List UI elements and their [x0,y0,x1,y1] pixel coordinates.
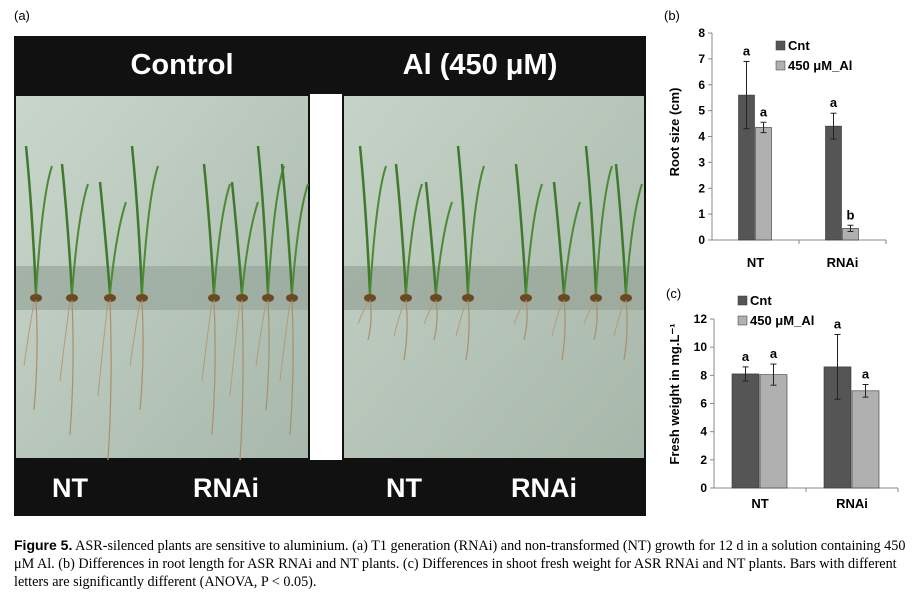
seedling [393,163,423,361]
y-tick-label: 12 [694,312,708,326]
root-size-chart: Root size (cm) 0 1 2 3 4 5 6 7 8 a a a b NT RNAi Cnt… [664,22,908,278]
divider-strip [310,94,342,460]
significance-letter: a [770,346,778,361]
bar [851,390,880,489]
seedling [23,145,53,411]
x-category-label: NT [751,496,768,511]
legend-entry: Cnt [750,293,772,308]
seedling [551,181,581,361]
footer-label-nt-right: NT [386,473,422,503]
legend-swatch [775,60,786,71]
x-category-label: RNAi [827,255,859,270]
caption-label: Figure 5. [14,537,73,553]
bars: a a a b [738,43,859,241]
footer-label-rnai-right: RNAi [511,473,577,503]
seedling [583,145,613,341]
seedling [613,163,643,361]
y-tick-label: 2 [700,453,707,467]
significance-letter: a [743,43,751,58]
legend-entry: Cnt [788,38,810,53]
y-tick-label: 3 [698,155,705,169]
y-tick-label: 2 [698,181,705,195]
seedling [59,163,89,436]
control-seedlings [23,145,309,461]
x-categories: NT RNAi [751,496,868,511]
seedling [455,145,485,361]
bar [755,127,772,241]
seedling-photo: Control Al (450 μM) NT RNAi NT RNAi [14,36,646,516]
bar [759,374,788,489]
y-tick-label: 4 [698,130,705,144]
x-category-label: NT [747,255,764,270]
legend: Cnt 450 μM_Al [737,293,814,328]
panel-a-tag: (a) [14,8,30,23]
caption-text: ASR-silenced plants are sensitive to alu… [14,538,906,590]
y-tick-label: 8 [700,368,707,382]
treatment-header: Al (450 μM) [403,49,558,81]
tape-band-left [16,266,308,310]
x-category-label: RNAi [836,496,868,511]
y-tick-label: 0 [700,481,707,495]
significance-letter: a [830,95,838,110]
significance-letter: a [742,349,750,364]
seedling [201,163,231,436]
significance-letter: a [834,316,842,331]
footer-label-rnai-left: RNAi [193,473,259,503]
seedling [97,181,127,461]
y-tick-label: 1 [698,207,705,221]
bars: a a a a [731,316,880,489]
y-tick-label: 8 [698,26,705,40]
seedling [279,163,309,436]
significance-letter: a [760,104,768,119]
seedling [357,145,387,341]
y-tick-label: 6 [700,397,707,411]
legend-entry: 450 μM_Al [750,313,814,328]
significance-letter: b [847,207,855,222]
treated-seedlings [357,145,643,361]
significance-letter: a [862,366,870,381]
y-axis-label: Fresh weight in mg.L⁻¹ [667,323,682,464]
seedling [229,181,259,461]
seedling [423,181,453,341]
seedling [513,163,543,341]
bar [731,373,760,489]
fresh-weight-chart: Fresh weight in mg.L⁻¹ 0 2 4 6 8 10 12 a a a a NT… [664,293,908,524]
legend-swatch [775,40,786,51]
legend-swatch [737,295,748,306]
y-tick-label: 7 [698,52,705,66]
bar [825,125,842,241]
y-tick-label: 6 [698,78,705,92]
panel-b-tag: (b) [664,8,680,23]
footer-label-nt-left: NT [52,473,88,503]
legend-swatch [737,315,748,326]
y-tick-label: 5 [698,104,705,118]
figure-caption: Figure 5. ASR-silenced plants are sensit… [14,536,908,591]
x-categories: NT RNAi [747,255,859,270]
legend-entry: 450 μM_Al [788,58,852,73]
y-axis-label: Root size (cm) [667,88,682,177]
y-tick-label: 4 [700,425,707,439]
tape-band-right [344,266,644,310]
control-header: Control [130,49,233,81]
seedling [129,145,159,411]
panel-c-tag: (c) [666,286,682,301]
legend: Cnt 450 μM_Al [775,38,852,73]
y-tick-label: 10 [694,340,708,354]
y-tick-label: 0 [698,233,705,247]
